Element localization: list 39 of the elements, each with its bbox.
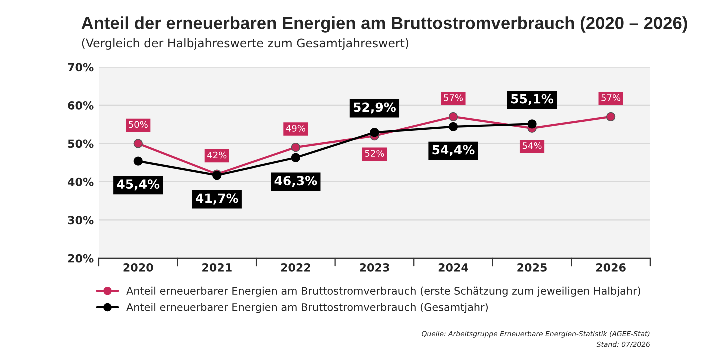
data-label: 42% [208, 152, 227, 159]
data-label: 45,4% [117, 180, 160, 191]
data-label: 52,9% [354, 102, 396, 114]
point [291, 153, 301, 162]
x-tick-label: 2025 [518, 263, 547, 272]
x-tick-label: 2021 [202, 263, 232, 272]
point [448, 112, 458, 122]
data-label: 52% [365, 150, 384, 157]
chart-subtitle: (Vergleich der Halbjahreswerte zum Gesamtjahreswert) [82, 38, 409, 50]
y-tick-label: 20% [68, 254, 94, 263]
x-tick-label: 2023 [360, 263, 390, 272]
data-label: 55,1% [512, 94, 554, 106]
data-label: 49% [286, 125, 306, 132]
data-label: 50% [129, 121, 148, 128]
legend-label: Anteil erneuerbarer Energien am Bruttostromverbrauch (Gesamtjahr) [126, 303, 488, 314]
legend-label: Anteil erneuerbarer Energien am Bruttostromverbrauch (erste Schätzung zum jeweiligen Halbjahr) [126, 286, 640, 297]
data-label: 57% [444, 94, 464, 102]
point [606, 112, 616, 122]
data-label: 46,3% [274, 176, 318, 188]
data-label: 54% [522, 142, 542, 150]
y-tick-label: 60% [68, 101, 94, 110]
data-label: 54,4% [432, 145, 475, 156]
point [134, 139, 143, 148]
x-tick-label: 2026 [596, 263, 626, 272]
point [134, 156, 143, 166]
x-tick-label: 2022 [281, 263, 310, 272]
y-tick-label: 50% [68, 140, 94, 148]
point [448, 122, 458, 132]
chart-title: Anteil der erneuerbaren Energien am Bruttostromverbrauch (2020 – 2026) [82, 16, 688, 33]
point [528, 120, 537, 129]
y-tick-label: 30% [68, 216, 94, 225]
y-tick-label: 70% [68, 63, 94, 72]
point [370, 128, 380, 138]
point [291, 142, 301, 152]
data-label: 41,7% [196, 194, 238, 205]
x-tick-label: 2024 [438, 263, 468, 272]
y-tick-label: 40% [68, 178, 94, 186]
data-label: 57% [602, 94, 621, 102]
x-tick-label: 2020 [124, 263, 154, 272]
